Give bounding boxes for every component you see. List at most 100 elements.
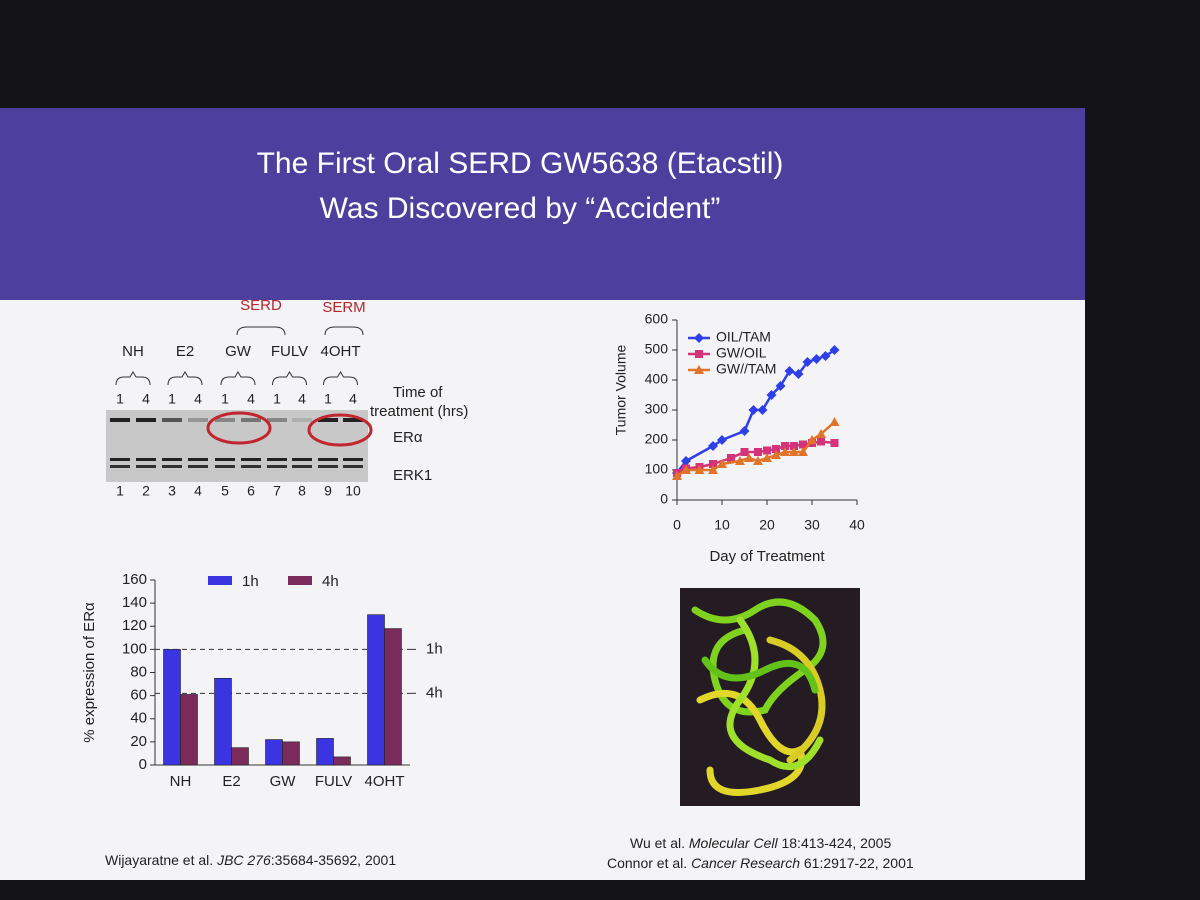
- y-tick-label: 0: [139, 756, 147, 773]
- y-tick-label: 100: [645, 461, 669, 477]
- legend-label: 4h: [322, 573, 339, 590]
- marker: [708, 465, 718, 474]
- band: [267, 418, 287, 422]
- reference-label: 4h: [426, 684, 443, 701]
- bar: [282, 741, 300, 766]
- citation-journal: Cancer Research: [691, 855, 800, 871]
- bar: [163, 649, 181, 766]
- marker: [739, 426, 750, 436]
- citation-journal: JBC 276: [217, 852, 271, 868]
- y-tick-label: 140: [122, 594, 147, 611]
- marker: [740, 448, 749, 456]
- bar: [180, 694, 198, 766]
- group-label: FULV: [271, 343, 308, 360]
- time-label: 1: [116, 391, 124, 407]
- reference-label: 1h: [426, 640, 443, 657]
- marker: [817, 437, 825, 446]
- brace: [323, 371, 358, 386]
- band: [267, 465, 287, 468]
- x-tick-label: FULV: [315, 773, 352, 790]
- blot-bands: [110, 418, 363, 468]
- legend-label: 1h: [242, 573, 259, 590]
- band: [215, 458, 235, 461]
- bar: [316, 738, 334, 766]
- time-caption: Time of: [393, 384, 443, 401]
- citation: Wijayaratne et al. JBC 276:35684-35692, …: [105, 852, 396, 868]
- marker: [799, 440, 807, 449]
- brace: [220, 371, 256, 386]
- citation-authors: Wijayaratne et al.: [105, 852, 214, 868]
- highlight: [206, 411, 272, 445]
- marker: [694, 333, 704, 343]
- bar: [367, 614, 385, 766]
- marker: [762, 453, 772, 462]
- y-tick-label: 100: [122, 640, 147, 657]
- marker: [766, 390, 777, 400]
- band: [188, 418, 208, 422]
- lane-number: 4: [194, 483, 202, 499]
- marker: [694, 465, 705, 474]
- marker: [744, 453, 754, 462]
- brace: [167, 371, 203, 386]
- y-axis-label: % expression of ERα: [81, 602, 98, 743]
- group-label: 4OHT: [320, 343, 360, 360]
- lane-number: 1: [116, 483, 124, 499]
- series-line: [676, 421, 836, 478]
- marker: [757, 405, 768, 415]
- band: [136, 458, 156, 461]
- band: [110, 458, 130, 461]
- band-label: ERα: [393, 429, 423, 446]
- band: [318, 458, 338, 461]
- marker: [820, 351, 831, 361]
- marker: [816, 429, 826, 438]
- marker: [672, 471, 682, 480]
- citation: Wu et al. Molecular Cell 18:413-424, 200…: [630, 835, 891, 851]
- bar: [384, 628, 402, 766]
- citation-journal: Molecular Cell: [688, 835, 778, 851]
- group-label: GW: [225, 343, 252, 360]
- lane-number: 7: [273, 483, 281, 499]
- band: [162, 458, 182, 461]
- marker: [775, 381, 786, 391]
- x-tick-label: 30: [804, 517, 820, 533]
- citation-authors: Connor et al.: [607, 855, 688, 871]
- marker: [727, 454, 735, 462]
- band: [343, 418, 363, 422]
- band: [292, 458, 312, 461]
- x-axis-label: Day of Treatment: [709, 548, 825, 565]
- marker: [798, 447, 808, 456]
- marker: [772, 445, 780, 453]
- y-tick-label: 60: [130, 687, 147, 704]
- marker: [748, 405, 759, 415]
- citation: Connor et al. Cancer Research 61:2917-22…: [607, 855, 914, 871]
- legend-label: GW//TAM: [716, 361, 776, 377]
- legend-label: GW/OIL: [716, 345, 767, 361]
- time-label: 1: [324, 391, 332, 407]
- y-tick-label: 0: [660, 491, 668, 507]
- band: [343, 465, 363, 468]
- band: [188, 465, 208, 468]
- band: [188, 458, 208, 461]
- marker: [811, 354, 822, 364]
- y-tick-label: 400: [645, 371, 669, 387]
- band-label: ERK1: [393, 467, 432, 484]
- x-tick-label: 0: [673, 517, 681, 533]
- y-tick-label: 500: [645, 341, 669, 357]
- marker: [790, 442, 798, 450]
- brace: [236, 326, 364, 336]
- band: [136, 418, 156, 422]
- marker: [829, 417, 840, 426]
- title: Was Discovered by “Accident”: [320, 192, 721, 225]
- marker: [781, 442, 789, 450]
- band: [343, 458, 363, 461]
- x-tick-label: 40: [849, 517, 865, 533]
- time-label: 4: [247, 391, 255, 407]
- lane-number: 9: [324, 483, 332, 499]
- marker: [830, 439, 839, 447]
- lane-number: 5: [221, 483, 229, 499]
- x-tick-label: NH: [170, 773, 192, 790]
- marker: [708, 441, 718, 451]
- marker: [681, 465, 691, 474]
- group-label: NH: [122, 343, 144, 360]
